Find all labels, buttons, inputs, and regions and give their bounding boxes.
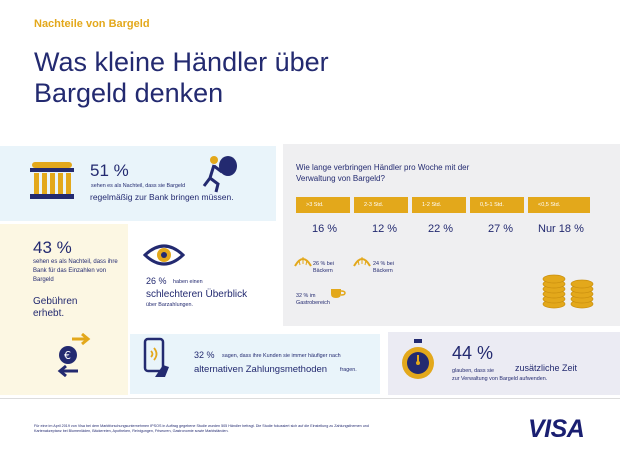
alt-text: alternativen Zahlungsmethoden	[194, 364, 328, 375]
bar-category: 1-2 Std.	[412, 197, 466, 213]
bakery-detail-1: 26 % bei Bäckern	[313, 261, 334, 274]
time-question: Wie lange verbringen Händler pro Woche m…	[296, 163, 470, 183]
bakery-detail-2: 24 % bei Bäckern	[373, 261, 394, 274]
runner-icon	[202, 156, 237, 193]
overview-text-small: haben einen	[173, 279, 203, 285]
divider	[0, 398, 620, 399]
bar-value: Nur 18 %	[538, 223, 584, 235]
bar-value: 16 %	[312, 223, 338, 235]
alt-text-small-2: fragen.	[340, 367, 357, 373]
croissant-icon	[353, 257, 371, 267]
bank-icon	[30, 162, 74, 199]
page-title: Was kleine Händler über Bargeld denken	[34, 47, 329, 108]
alt-percent: 32 %	[194, 350, 215, 360]
alt-text-small: sagen, dass ihre Kunden sie immer häufig…	[222, 353, 341, 359]
coins-icon	[542, 274, 594, 309]
gastro-detail: 32 % im Gastrobereich	[296, 293, 330, 306]
bar-category: 2-3 Std.	[354, 197, 408, 213]
overview-percent: 26 %	[146, 276, 167, 286]
alt-payment-panel	[130, 334, 380, 394]
bar-value: 27 %	[488, 223, 514, 235]
extra-text: zusätzliche Zeit	[515, 363, 578, 373]
subtitle: Nachteile von Bargeld	[34, 18, 150, 30]
stopwatch-icon	[402, 339, 434, 379]
extra-percent: 44 %	[452, 343, 494, 363]
svg-text:€: €	[64, 349, 71, 362]
fees-text: Gebühren erhebt.	[33, 296, 78, 319]
bar-category: 0,5-1 Std.	[470, 197, 524, 213]
bar-value: 12 %	[372, 223, 398, 235]
overview-text: schlechteren Überblick	[146, 289, 248, 300]
overview-text-small-2: über Barzahlungen.	[146, 302, 194, 308]
extra-text-small: glauben, dass sie	[452, 368, 494, 374]
eye-icon	[143, 244, 185, 266]
cup-icon	[331, 289, 346, 298]
bank-text: regelmäßig zur Bank bringen müssen.	[90, 192, 234, 202]
visa-logo: VISA	[528, 415, 585, 443]
fees-percent: 43 %	[33, 238, 72, 257]
bar-category: <0,5 Std.	[528, 197, 590, 213]
phone-payment-icon	[143, 337, 169, 377]
bank-percent: 51 %	[90, 161, 129, 180]
bank-text-small: sehen es als Nachteil, dass sie Bargeld	[91, 183, 186, 189]
croissant-icon	[294, 257, 312, 267]
bar-category: >3 Std.	[296, 197, 350, 213]
footnote: Für eine im April 2019 von Visa bei dem …	[34, 424, 369, 434]
exchange-icon: €	[57, 333, 91, 377]
fees-text-small: sehen es als Nachteil, dass ihre Bank fü…	[33, 259, 118, 283]
bar-value: 22 %	[428, 223, 454, 235]
extra-text-small-2: zur Verwaltung von Bargeld aufwenden.	[452, 376, 548, 382]
